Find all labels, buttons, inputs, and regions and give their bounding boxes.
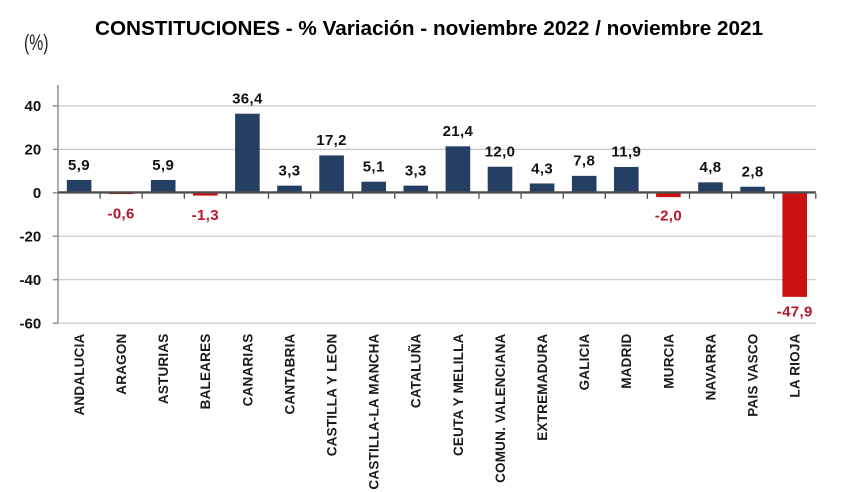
svg-text:7,8: 7,8: [573, 153, 595, 170]
svg-text:-40: -40: [20, 272, 42, 289]
svg-text:MURCIA: MURCIA: [661, 333, 676, 388]
svg-text:BALEARES: BALEARES: [198, 334, 213, 410]
svg-text:3,3: 3,3: [279, 162, 301, 179]
svg-text:-20: -20: [20, 229, 42, 246]
svg-text:CEUTA Y MELILLA: CEUTA Y MELILLA: [451, 333, 466, 456]
svg-text:LA RIOJA: LA RIOJA: [788, 333, 803, 397]
svg-text:-60: -60: [20, 316, 42, 333]
svg-text:ASTURIAS: ASTURIAS: [156, 334, 171, 405]
svg-text:-2,0: -2,0: [655, 207, 682, 224]
svg-text:ARAGON: ARAGON: [114, 334, 129, 395]
svg-text:MADRID: MADRID: [619, 333, 634, 388]
svg-text:(%): (%): [24, 30, 49, 55]
svg-text:21,4: 21,4: [443, 123, 474, 140]
svg-text:-1,3: -1,3: [192, 207, 219, 224]
svg-text:CASTILLA Y LEON: CASTILLA Y LEON: [325, 334, 340, 457]
svg-text:36,4: 36,4: [232, 91, 263, 108]
svg-text:11,9: 11,9: [611, 144, 641, 161]
svg-text:EXTREMADURA: EXTREMADURA: [535, 333, 550, 440]
svg-text:0: 0: [33, 185, 41, 202]
svg-text:CASTILLA-LA MANCHA: CASTILLA-LA MANCHA: [367, 333, 382, 489]
svg-text:5,1: 5,1: [363, 159, 385, 176]
svg-text:GALICIA: GALICIA: [577, 333, 592, 390]
svg-text:5,9: 5,9: [152, 157, 174, 174]
svg-text:4,3: 4,3: [531, 160, 553, 177]
svg-text:4,8: 4,8: [700, 159, 722, 176]
svg-text:PAIS VASCO: PAIS VASCO: [746, 334, 761, 417]
svg-text:CATALUÑA: CATALUÑA: [409, 333, 424, 408]
svg-text:2,8: 2,8: [742, 164, 764, 181]
svg-text:12,0: 12,0: [485, 144, 516, 161]
svg-text:20: 20: [25, 142, 42, 159]
svg-text:-0,6: -0,6: [107, 206, 134, 223]
svg-text:CONSTITUCIONES - % Variación -: CONSTITUCIONES - % Variación - noviembre…: [95, 17, 763, 40]
svg-text:CANARIAS: CANARIAS: [240, 334, 255, 407]
svg-text:ANDALUCIA: ANDALUCIA: [72, 333, 87, 415]
svg-text:17,2: 17,2: [316, 132, 347, 149]
svg-text:40: 40: [25, 98, 42, 115]
svg-text:COMUN. VALENCIANA: COMUN. VALENCIANA: [493, 333, 508, 482]
svg-text:CANTABRIA: CANTABRIA: [282, 333, 297, 414]
svg-text:5,9: 5,9: [68, 157, 90, 174]
svg-text:-47,9: -47,9: [777, 304, 813, 321]
svg-text:NAVARRA: NAVARRA: [703, 333, 718, 400]
svg-text:3,3: 3,3: [405, 162, 427, 179]
